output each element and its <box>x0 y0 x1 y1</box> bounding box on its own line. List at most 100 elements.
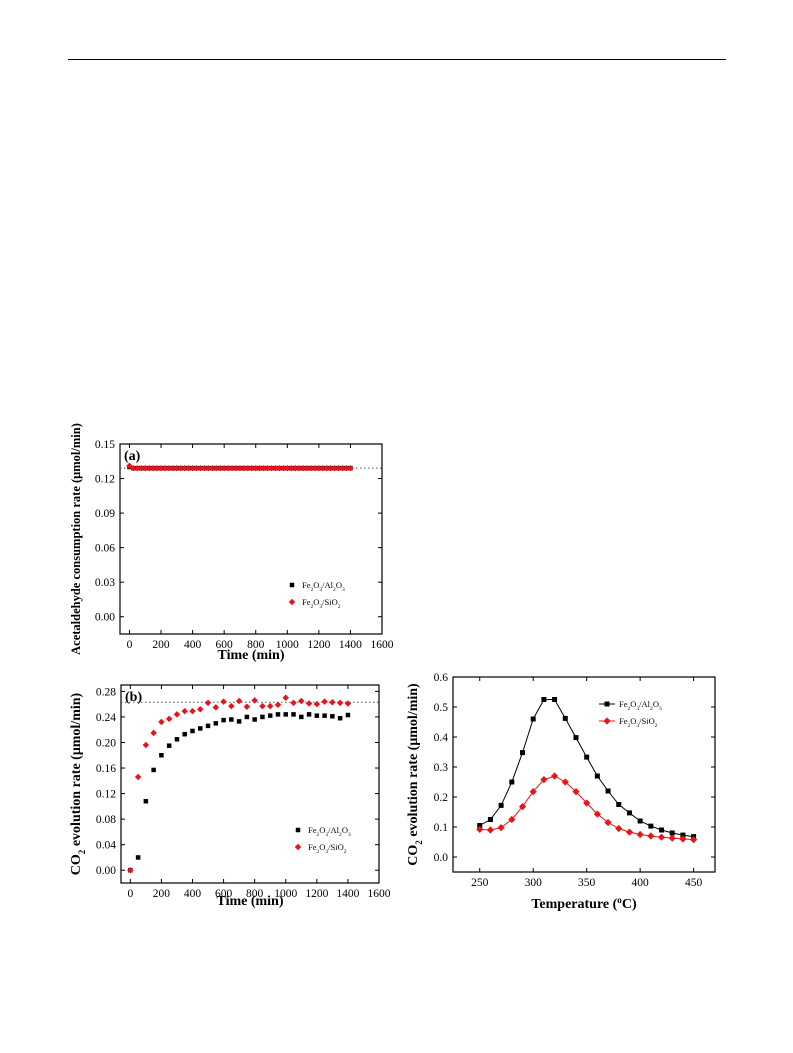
data-point <box>264 464 271 472</box>
data-point <box>251 697 258 704</box>
data-point <box>220 464 228 472</box>
legend-marker <box>604 701 610 707</box>
data-point <box>252 464 259 472</box>
y-tick-label: 0.0 <box>434 852 449 864</box>
data-point <box>274 701 282 709</box>
data-point <box>205 723 211 729</box>
data-point <box>260 464 267 472</box>
y-tick-label: 0.00 <box>95 612 115 624</box>
x-tick-label: 0 <box>127 639 133 651</box>
data-point <box>173 464 181 472</box>
data-point <box>343 464 350 472</box>
data-point <box>151 767 156 773</box>
data-point <box>197 464 204 472</box>
data-point <box>204 699 212 707</box>
data-point <box>244 714 250 720</box>
panel-label: (a) <box>124 449 141 464</box>
data-point <box>213 464 220 472</box>
data-point <box>161 464 169 472</box>
legend-label: Fe2O3/Al2O3 <box>302 580 345 593</box>
header-rule <box>68 59 726 60</box>
data-point <box>189 707 196 715</box>
data-point <box>256 464 263 472</box>
data-point <box>228 702 235 710</box>
data-point <box>657 833 666 841</box>
data-point <box>679 835 687 843</box>
data-point <box>498 802 504 808</box>
data-point <box>267 713 273 718</box>
x-tick-label: 200 <box>153 888 171 900</box>
data-point <box>344 700 352 707</box>
data-point <box>282 694 289 702</box>
legend-label: Fe2O3/Al2O3 <box>308 825 351 838</box>
data-point <box>266 702 274 710</box>
y-axis-title: CO2 evolution rate (μmol/min) <box>406 683 424 866</box>
data-point <box>181 707 188 715</box>
data-point <box>298 697 305 705</box>
x-tick-label: 1600 <box>371 639 394 651</box>
data-point <box>315 464 323 472</box>
data-point <box>284 464 291 472</box>
data-point <box>283 712 288 717</box>
x-tick-label: 0 <box>127 888 133 900</box>
data-point <box>680 832 686 838</box>
data-point <box>669 830 675 836</box>
y-tick-label: 0.12 <box>96 789 116 801</box>
data-point <box>280 464 287 472</box>
data-point <box>166 743 172 748</box>
data-point <box>299 464 307 472</box>
data-point <box>197 706 204 713</box>
data-point <box>636 830 644 839</box>
x-tick-label: 800 <box>247 639 264 651</box>
data-point <box>275 712 281 717</box>
y-tick-label: 0.2 <box>434 792 449 804</box>
data-point <box>165 715 173 723</box>
data-point <box>476 825 484 833</box>
plot-frame <box>119 443 383 635</box>
data-point <box>232 464 240 472</box>
data-point <box>236 464 244 472</box>
legend-marker <box>603 717 611 725</box>
data-point <box>509 779 515 785</box>
y-axis-title: CO2 evolution rate (μmol/min) <box>69 692 87 875</box>
data-point <box>305 700 313 707</box>
x-tick-label: 1200 <box>307 639 330 651</box>
data-point <box>477 823 483 828</box>
x-axis-title: Time (min) <box>216 894 283 909</box>
data-point <box>288 464 295 472</box>
data-point <box>291 464 299 472</box>
chart-a-acetaldehyde-consumption: 0 200 400 600 800 1000 1200 1400 1600 0.00 0.03 0.0… <box>69 423 394 663</box>
y-tick-label: 0.15 <box>95 439 115 451</box>
data-point <box>552 697 558 702</box>
legend-marker <box>289 582 295 588</box>
data-point <box>193 464 200 472</box>
data-point <box>594 773 600 779</box>
y-tick-label: 0.4 <box>434 732 449 744</box>
data-point <box>272 464 279 472</box>
y-tick-label: 0.3 <box>434 762 449 774</box>
y-tick-label: 0.5 <box>434 702 449 714</box>
data-point <box>648 823 654 829</box>
data-point <box>637 818 643 824</box>
data-point <box>331 464 338 472</box>
x-tick-label: 300 <box>525 877 543 889</box>
data-point <box>550 772 559 780</box>
data-point <box>142 741 150 749</box>
data-point <box>615 824 623 833</box>
x-tick-label: 400 <box>184 888 202 900</box>
y-tick-label: 0.04 <box>96 840 116 852</box>
plot-frame <box>120 684 380 884</box>
data-point <box>209 464 216 472</box>
data-point <box>323 464 330 472</box>
y-tick-label: 0.16 <box>96 763 116 775</box>
data-point <box>626 810 632 816</box>
data-point <box>189 464 196 472</box>
data-point <box>668 834 676 842</box>
y-tick-label: 0.09 <box>95 508 115 520</box>
x-tick-label: 1000 <box>276 639 299 651</box>
y-tick-label: 0.1 <box>434 822 449 834</box>
data-point <box>236 719 242 724</box>
data-point <box>248 464 256 472</box>
x-tick-label: 800 <box>246 888 264 900</box>
data-point <box>319 464 327 472</box>
